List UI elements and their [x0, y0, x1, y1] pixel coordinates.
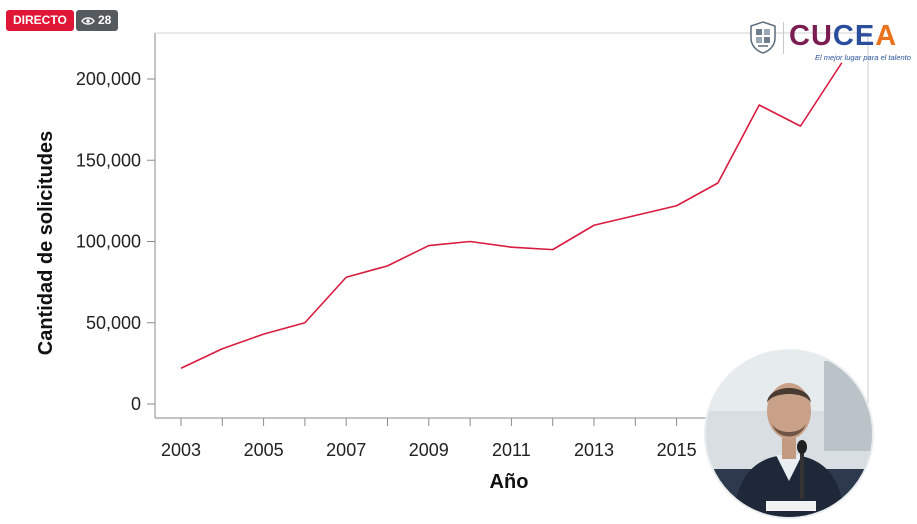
x-tick-label: 2011: [492, 440, 531, 460]
x-tick-label: 2009: [409, 440, 449, 460]
x-tick-label: 2015: [657, 440, 697, 460]
brand-wordmark: CUCEA: [789, 20, 897, 52]
brand-letter: C: [789, 20, 811, 52]
logo-divider: [783, 22, 784, 54]
x-axis-ticks: 2003 2005 2007 2009 2011 2013 2015: [161, 418, 843, 460]
eye-icon: [81, 16, 95, 25]
series-line: [180, 62, 843, 369]
x-tick-label: 2005: [244, 440, 284, 460]
y-tick-label: 0: [131, 394, 141, 414]
live-badge: DIRECTO: [6, 10, 74, 31]
y-tick-label: 100,000: [76, 232, 141, 252]
y-tick-label: 200,000: [76, 69, 141, 89]
viewer-count-badge: 28: [76, 10, 119, 31]
chart-series: [180, 62, 843, 369]
brand-letter: U: [810, 20, 833, 52]
webcam-pip: [706, 351, 872, 517]
x-tick-label: 2007: [326, 440, 366, 460]
brand-letter: E: [854, 20, 876, 52]
x-tick-label: 2013: [574, 440, 614, 460]
y-axis-label: Cantidad de solicitudes: [35, 131, 57, 355]
brand-tagline: El mejor lugar para el talento: [815, 53, 911, 62]
university-seal-icon: [750, 21, 776, 54]
viewer-count: 28: [98, 13, 112, 27]
y-axis-ticks: 0 50,000 100,000 150,000 200,000: [76, 69, 155, 414]
y-tick-label: 50,000: [86, 313, 141, 333]
brand-letter: C: [832, 20, 855, 52]
speaker-video: [706, 351, 872, 517]
brand-letter: A: [875, 20, 898, 52]
x-axis-label: Año: [490, 471, 529, 493]
y-tick-label: 150,000: [76, 150, 141, 170]
x-tick-label: 2003: [161, 440, 201, 460]
cucea-logo: CUCEA El mejor lugar para el talento: [747, 20, 915, 64]
